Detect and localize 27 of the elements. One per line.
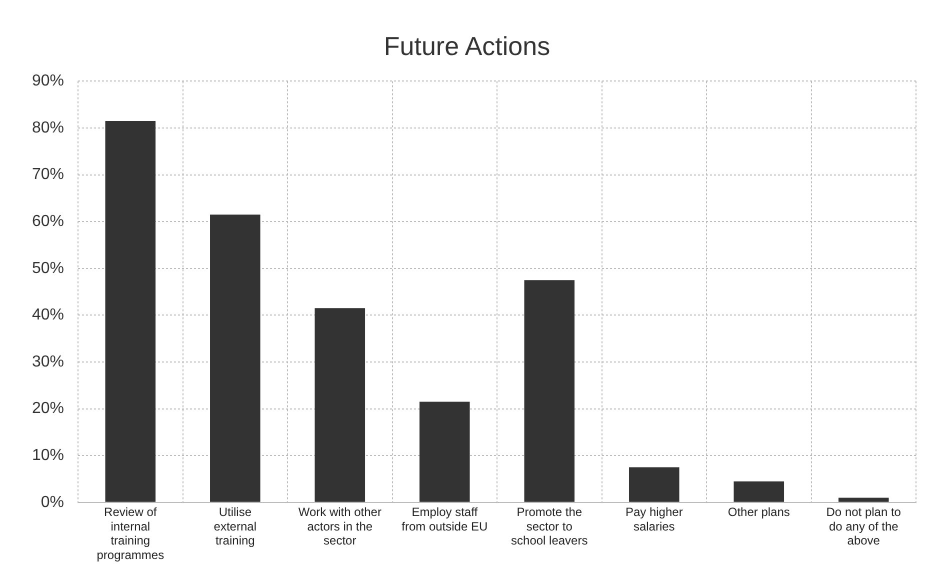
bar xyxy=(524,280,575,502)
x-tick-label: Do not plan to do any of the above xyxy=(826,504,902,548)
y-tick-label: 0% xyxy=(40,494,64,511)
x-tick-label: Other plans xyxy=(728,504,790,519)
y-tick-label: 10% xyxy=(32,447,64,464)
bar xyxy=(314,308,366,502)
x-tick-label: Work with other actors in the sector xyxy=(298,504,382,548)
y-tick-label: 20% xyxy=(32,400,64,418)
bar xyxy=(420,402,470,502)
bar xyxy=(734,481,784,502)
bar xyxy=(105,120,156,502)
bar xyxy=(210,214,260,502)
x-tick-label: Employ staff from outside EU xyxy=(402,504,488,534)
y-tick-label: 30% xyxy=(32,353,64,370)
y-tick-label: 90% xyxy=(32,72,64,90)
x-tick-label: Pay higher salaries xyxy=(625,504,683,534)
y-tick-label: 50% xyxy=(32,260,64,277)
y-tick-label: 60% xyxy=(32,213,64,230)
y-tick-label: 40% xyxy=(32,306,64,324)
x-tick-label: Utilise external training xyxy=(214,504,256,548)
chart-title: Future Actions xyxy=(384,30,550,61)
y-tick-label: 80% xyxy=(32,119,64,136)
x-tick-label: Promote the sector to school leavers xyxy=(511,504,588,548)
bar xyxy=(628,467,680,502)
bar xyxy=(838,498,889,502)
y-tick-label: 70% xyxy=(32,166,64,184)
x-tick-label: Review of internal training programmes xyxy=(96,504,164,562)
